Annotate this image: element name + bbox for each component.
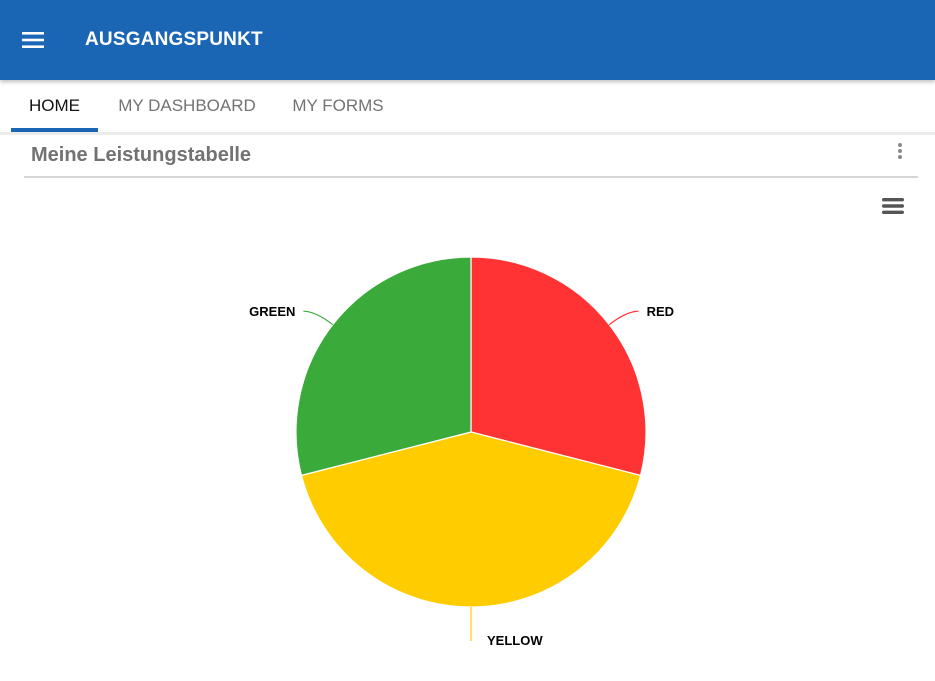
data-label-connector-red xyxy=(608,310,639,326)
tab-my-dashboard-label: MY DASHBOARD xyxy=(118,96,256,115)
tab-bar: HOME MY DASHBOARD MY FORMS xyxy=(0,80,935,135)
data-label-yellow: YELLOW xyxy=(487,633,543,648)
app-title: AUSGANGSPUNKT xyxy=(85,29,263,50)
widget-header: Meine Leistungstabelle xyxy=(24,135,918,178)
pie-slice-green[interactable] xyxy=(295,256,472,477)
tab-my-forms-label: MY FORMS xyxy=(292,96,384,115)
widget-title: Meine Leistungstabelle xyxy=(31,144,252,166)
data-label-red: RED xyxy=(647,304,674,319)
chart-context-menu-button[interactable] xyxy=(878,193,908,219)
tab-my-forms[interactable]: MY FORMS xyxy=(282,80,394,132)
tab-home-label: HOME xyxy=(29,96,80,115)
active-tab-indicator xyxy=(11,128,98,132)
app-header: AUSGANGSPUNKT xyxy=(0,0,935,80)
menu-button[interactable] xyxy=(12,20,54,60)
tab-home[interactable]: HOME xyxy=(11,80,98,132)
hamburger-menu-icon xyxy=(22,32,44,48)
pie-slice-red[interactable] xyxy=(470,256,647,477)
tab-my-dashboard[interactable]: MY DASHBOARD xyxy=(112,80,262,132)
pie-chart: RED YELLOW GREEN xyxy=(249,256,674,648)
data-label-green: GREEN xyxy=(249,304,295,319)
vertical-dots-icon xyxy=(898,143,902,159)
widget-options-button[interactable] xyxy=(892,140,908,164)
data-label-connector-green xyxy=(303,310,334,326)
chart-context-menu-icon xyxy=(882,198,904,214)
